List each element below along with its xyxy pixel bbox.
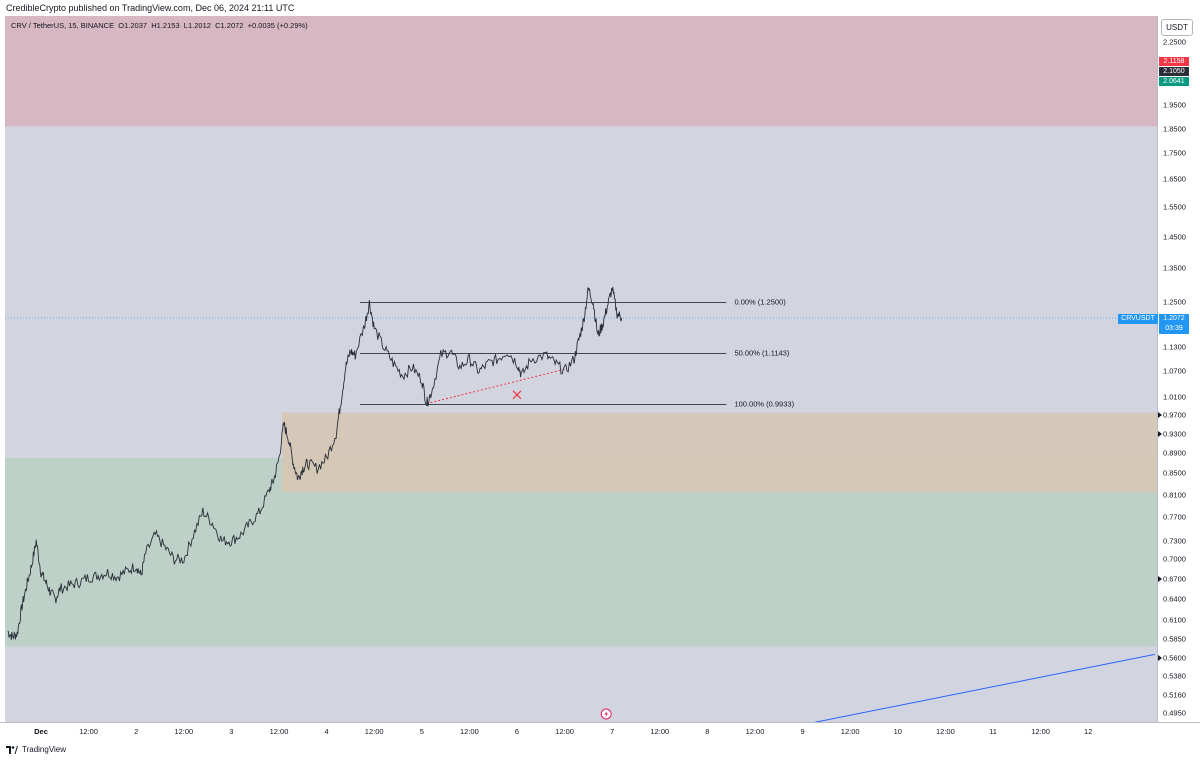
x-tick-label: 2 [134,727,139,736]
fib-label-1: 50.00% (1.1143) [734,348,790,358]
x-tick-label: 11 [989,727,997,736]
y-tick-label: 0.7300 [1163,536,1186,546]
publish-info: CredibleCrypto published on TradingView.… [6,3,295,13]
y-tick-label: 0.8100 [1163,490,1186,500]
ohlc-legend: CRV / TetherUS, 15, BINANCE O1.2037 H1.2… [11,21,308,30]
demand-zone [282,412,1157,493]
low-value: 1.2012 [187,21,211,30]
time-axis[interactable] [0,722,1200,760]
x-tick-label: 12:00 [555,727,574,736]
y-tick-label: 0.5160 [1163,690,1186,700]
y-tick-label: 2.2500 [1163,37,1186,47]
trendline [426,368,565,405]
x-tick-label: 12:00 [936,727,955,736]
price-series-line [7,286,623,641]
x-tick-label: 3 [229,727,234,736]
y-tick-label: 1.4500 [1163,232,1186,242]
x-tick-label: 12:00 [840,727,860,736]
axis-arrow-icon [1158,430,1162,437]
y-tick-label: 0.6400 [1163,594,1186,604]
badge-red: 2.1158 [1159,57,1189,66]
lightning-icon [604,711,609,717]
axis-arrow-icon [1158,655,1162,662]
y-tick-label: 0.9700 [1163,410,1186,420]
bar-countdown: 03:39 [1165,325,1183,332]
y-tick-label: 0.8900 [1163,448,1186,458]
y-tick-label: 0.4950 [1163,708,1186,718]
badge-gray: 2.1050 [1159,67,1189,76]
tradingview-logo-icon [6,745,18,754]
fib-label-2: 100.00% (0.9933) [734,399,795,409]
y-tick-label: 0.5380 [1163,671,1186,681]
y-tick-label: 1.1300 [1163,342,1186,352]
y-tick-label: 0.7000 [1163,554,1186,564]
x-tick-label: 12:00 [650,727,670,736]
x-tick-label: 12:00 [269,727,289,736]
y-tick-label: 0.6700 [1163,574,1186,584]
x-tick-label: 4 [324,727,329,736]
fib-label-0: 0.00% (1.2500) [734,297,786,307]
badge-green: 2.0641 [1159,77,1189,86]
axis-arrow-icon [1158,411,1162,418]
x-tick-label: 12:00 [745,727,765,736]
y-tick-label: 1.2500 [1163,297,1186,307]
y-tick-label: 1.7500 [1163,148,1186,158]
symbol-price-tag: CRVUSDT [1118,314,1158,324]
y-tick-label: 0.5600 [1163,653,1186,663]
axis-arrow-icon [1158,575,1162,582]
publish-bar: CredibleCrypto published on TradingView.… [0,0,1200,16]
x-tick-label: 12:00 [79,727,98,736]
y-tick-label: 1.3500 [1163,263,1186,273]
x-tick-label: 7 [610,727,615,736]
x-tick-label: 6 [514,727,520,736]
x-tick-label: 12:00 [364,727,384,736]
currency-button[interactable]: USDT [1161,19,1193,36]
resistance-zone [5,16,1157,127]
y-tick-label: 0.9300 [1163,429,1186,439]
y-tick-label: 1.5500 [1163,202,1186,212]
x-tick-label: 12:00 [1031,727,1050,736]
y-tick-label: 0.7700 [1163,512,1186,522]
y-tick-label: 1.0100 [1163,392,1186,402]
y-tick-label: 1.6500 [1163,174,1186,184]
x-tick-label: 5 [419,727,424,736]
x-tick-label: 12 [1084,727,1093,736]
invalidation-cross-icon [512,390,522,400]
last-price-value: 1.2072 [1163,315,1185,322]
chart-pane[interactable]: CRV / TetherUS, 15, BINANCE O1.2037 H1.2… [5,16,1158,722]
y-tick-label: 1.0700 [1163,366,1186,376]
tradingview-brand[interactable]: TradingView [6,745,66,754]
x-tick-label: 9 [800,727,805,736]
price-chart[interactable] [5,16,1157,722]
close-value: 1.2072 [220,21,244,30]
y-tick-label: 0.6100 [1163,615,1186,625]
y-tick-label: 1.8500 [1163,124,1186,134]
high-value: 1.2153 [156,21,180,30]
x-tick-label: Dec [34,727,48,736]
x-tick-label: 12:00 [460,727,479,736]
symbol-label: CRV / TetherUS, 15, BINANCE [11,21,115,30]
x-tick-label: 8 [705,727,710,736]
blue-trendline [813,653,1155,722]
price-axis[interactable] [1158,16,1200,722]
brand-label: TradingView [22,745,67,754]
x-tick-label: 10 [893,727,902,736]
y-tick-label: 1.9500 [1163,100,1186,110]
y-tick-label: 0.5850 [1163,634,1186,644]
change-value: +0.0035 (+0.29%) [247,21,308,30]
y-tick-label: 0.8500 [1163,468,1186,478]
open-value: 1.2037 [124,21,148,30]
x-tick-label: 12:00 [174,727,194,736]
last-price-badge: 1.2072 03:39 [1159,314,1189,334]
